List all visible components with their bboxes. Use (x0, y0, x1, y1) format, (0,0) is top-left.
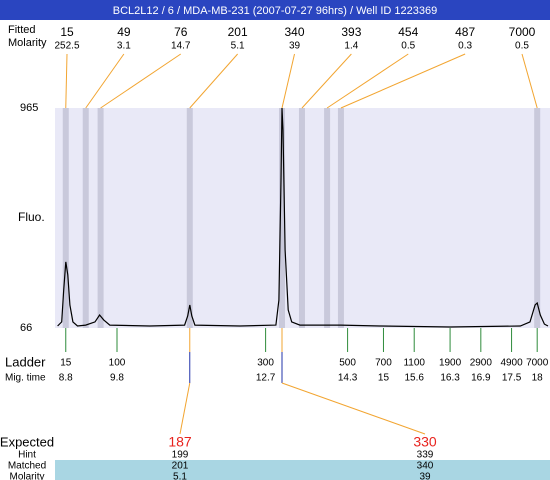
expected-size: 330 (413, 434, 437, 450)
peak-molarity: 1.4 (344, 41, 358, 52)
matched-molarity: 39 (419, 472, 431, 480)
ladder-size: 15 (60, 358, 72, 369)
ladder-time: 15.6 (404, 373, 424, 384)
ladder-size: 100 (109, 358, 126, 369)
peak-size: 487 (455, 25, 475, 39)
ladder-time: 17.5 (502, 373, 522, 384)
ladder-size: 1100 (403, 358, 425, 369)
peak-connector (189, 53, 238, 109)
peak-band (337, 108, 344, 328)
ladder-size: 2900 (470, 358, 493, 369)
ladder-size: 300 (257, 358, 274, 369)
ladder-size: 7000 (526, 358, 549, 369)
peak-molarity: 5.1 (231, 41, 245, 52)
peak-molarity: 252.5 (54, 41, 79, 52)
ladder-time: 15 (378, 373, 390, 384)
peak-size: 201 (228, 25, 248, 39)
peak-connector (301, 53, 352, 109)
peak-band (97, 108, 104, 328)
y-tick-label: 965 (20, 102, 38, 114)
expected-size: 187 (168, 434, 192, 450)
peak-molarity: 0.5 (401, 41, 415, 52)
trace (57, 107, 549, 328)
peak-molarity: 14.7 (171, 41, 191, 52)
ladder-time: 18 (532, 373, 544, 384)
row-label: Molarity (8, 37, 47, 49)
peak-size: 454 (398, 25, 418, 39)
ladder-time: 8.8 (59, 373, 73, 384)
match-connector (281, 382, 426, 435)
peak-molarity: 0.5 (515, 41, 529, 52)
peak-size: 15 (60, 25, 74, 39)
chart-title: BCL2L12 / 6 / MDA-MB-231 (2007-07-27 96h… (113, 5, 437, 17)
title-bar (0, 0, 550, 20)
ladder-time: 9.8 (110, 373, 124, 384)
peak-band (324, 108, 331, 328)
peak-connector (281, 53, 295, 109)
matched-band (55, 460, 550, 480)
peak-connector (326, 53, 409, 109)
peak-connector (340, 53, 466, 109)
matched-molarity: 5.1 (173, 472, 187, 480)
peak-size: 76 (174, 25, 188, 39)
peak-connector (85, 53, 125, 109)
y-tick-label: 66 (20, 322, 32, 334)
peak-molarity: 0.3 (458, 41, 472, 52)
peak-connector (521, 53, 538, 109)
peak-band (186, 108, 193, 328)
peak-band (82, 108, 89, 328)
hint-size: 199 (172, 450, 189, 461)
peak-connector (100, 53, 182, 109)
match-connector (179, 382, 191, 435)
row-label: Hint (18, 450, 36, 461)
ladder-size: 4900 (500, 358, 523, 369)
row-label: Mig. time (5, 373, 46, 384)
matched-size: 340 (417, 461, 434, 472)
peak-size: 49 (117, 25, 131, 39)
ladder-time: 16.3 (440, 373, 460, 384)
ladder-size: 700 (375, 358, 392, 369)
y-axis-label: Fluo. (18, 210, 45, 224)
peak-band (62, 108, 69, 328)
row-label: Expected (0, 434, 54, 449)
ladder-time: 14.3 (338, 373, 358, 384)
row-label: Molarity (9, 472, 44, 480)
ladder-size: 500 (339, 358, 356, 369)
ladder-time: 12.7 (256, 373, 276, 384)
ladder-size: 1900 (439, 358, 462, 369)
peak-band (279, 108, 286, 328)
ladder-time: 16.9 (471, 373, 491, 384)
peak-molarity: 3.1 (117, 41, 131, 52)
row-label: Matched (8, 461, 46, 472)
peak-size: 393 (341, 25, 361, 39)
peak-size: 340 (284, 25, 304, 39)
peak-size: 7000 (509, 25, 536, 39)
peak-molarity: 39 (289, 41, 301, 52)
row-label: Fitted (8, 24, 36, 36)
peak-connector (65, 53, 68, 109)
matched-size: 201 (172, 461, 189, 472)
hint-size: 339 (417, 450, 434, 461)
peak-band (534, 108, 541, 328)
row-label: Ladder (5, 354, 46, 369)
peak-band (298, 108, 305, 328)
